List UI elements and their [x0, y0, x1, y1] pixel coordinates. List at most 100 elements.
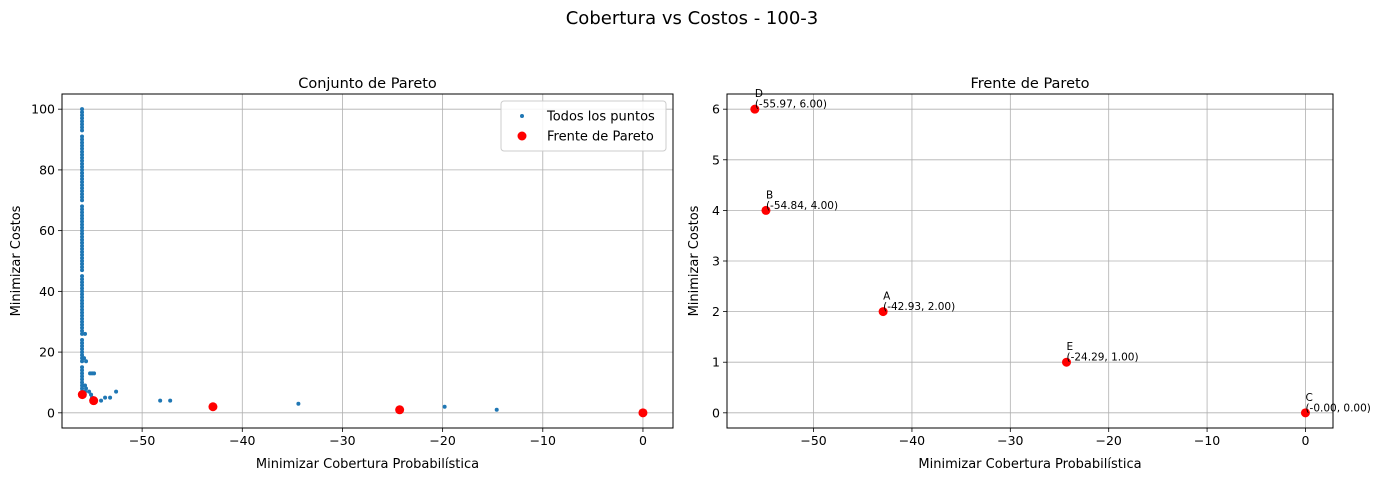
scatter-point — [80, 219, 85, 224]
scatter-point — [80, 295, 85, 300]
y-tick-label: 6 — [712, 102, 720, 117]
scatter-point — [80, 107, 85, 112]
scatter-point — [80, 228, 85, 233]
scatter-point — [80, 337, 85, 342]
point-coord-label: (-0.00, 0.00) — [1305, 402, 1370, 414]
y-tick-label: 80 — [39, 162, 55, 177]
scatter-point — [80, 207, 85, 212]
scatter-point — [80, 383, 85, 388]
scatter-point — [80, 183, 85, 188]
scatter-point — [80, 158, 85, 163]
x-tick-label: −50 — [129, 433, 155, 448]
scatter-point — [80, 204, 85, 209]
scatter-point — [80, 143, 85, 148]
y-tick-label: 0 — [47, 405, 55, 420]
pareto-point — [89, 396, 99, 406]
pareto-point — [638, 408, 648, 418]
scatter-point — [442, 404, 447, 409]
x-tick-label: −50 — [800, 433, 826, 448]
scatter-point — [80, 164, 85, 169]
scatter-point — [99, 398, 104, 403]
chart-title: Frente de Pareto — [970, 76, 1089, 92]
pareto-point — [1300, 408, 1310, 418]
scatter-point — [80, 161, 85, 166]
pareto-point — [1061, 357, 1071, 367]
pareto-point — [395, 405, 405, 415]
point-letter-label: C — [1305, 392, 1312, 404]
scatter-point — [80, 386, 85, 391]
marks — [77, 107, 648, 418]
scatter-point — [80, 149, 85, 154]
legend-label-todos-los-puntos: Todos los puntos — [546, 110, 655, 125]
scatter-point — [80, 240, 85, 245]
point-coord-label: (-24.29, 1.00) — [1066, 352, 1138, 364]
scatter-point — [80, 146, 85, 151]
scatter-point — [80, 322, 85, 327]
scatter-point — [80, 301, 85, 306]
scatter-point — [80, 249, 85, 254]
x-tick-label: −30 — [329, 433, 355, 448]
scatter-point — [80, 128, 85, 133]
x-tick-label: −20 — [429, 433, 455, 448]
scatter-point — [80, 216, 85, 221]
scatter-point — [80, 192, 85, 197]
scatter-point — [80, 189, 85, 194]
scatter-point — [83, 383, 88, 388]
pareto-point — [750, 104, 760, 114]
scatter-point — [80, 347, 85, 352]
point-letter-label: A — [883, 291, 891, 303]
scatter-point — [80, 237, 85, 242]
scatter-point — [92, 371, 97, 376]
scatter-point — [80, 155, 85, 160]
scatter-point — [296, 401, 301, 406]
scatter-point — [80, 274, 85, 279]
pareto-point — [77, 390, 87, 400]
scatter-point — [80, 280, 85, 285]
scatter-point — [80, 380, 85, 385]
scatter-point — [80, 331, 85, 336]
x-axis-label: Minimizar Cobertura Probabilística — [918, 457, 1141, 472]
scatter-point — [80, 113, 85, 118]
scatter-point — [80, 262, 85, 267]
y-tick-label: 4 — [712, 203, 720, 218]
point-letter-label: E — [1066, 341, 1073, 353]
scatter-point — [80, 255, 85, 260]
scatter-point — [108, 395, 113, 400]
scatter-point — [80, 170, 85, 175]
point-coord-label: (-42.93, 2.00) — [883, 301, 955, 313]
scatter-point — [168, 398, 173, 403]
scatter-point — [80, 298, 85, 303]
y-tick-label: 5 — [712, 152, 720, 167]
legend: Todos los puntos Frente de Pareto — [500, 100, 667, 152]
chart-frente-de-pareto: Frente de Pareto A(-42.93, 2.00) B(-54.84… — [687, 76, 1371, 472]
scatter-point — [80, 195, 85, 200]
scatter-point — [80, 289, 85, 294]
point-coord-label: (-54.84, 4.00) — [766, 200, 838, 212]
scatter-point — [80, 210, 85, 215]
scatter-point — [80, 340, 85, 345]
scatter-point — [80, 180, 85, 185]
scatter-point — [80, 307, 85, 312]
scatter-point — [83, 331, 88, 336]
scatter-point — [80, 265, 85, 270]
ticks: −50 −40 −30 −20 −10 0 0 20 40 60 80 100 — [31, 102, 647, 448]
y-tick-label: 100 — [31, 102, 55, 117]
scatter-point — [80, 246, 85, 251]
scatter-point — [80, 177, 85, 182]
scatter-point — [80, 116, 85, 121]
y-axis-label: Minimizar Costos — [9, 205, 24, 316]
scatter-point — [80, 325, 85, 330]
y-tick-label: 1 — [712, 355, 720, 370]
scatter-point — [80, 310, 85, 315]
scatter-point — [80, 252, 85, 257]
x-tick-label: −10 — [530, 433, 556, 448]
y-tick-label: 2 — [712, 304, 720, 319]
scatter-point — [80, 353, 85, 358]
scatter-point — [80, 283, 85, 288]
scatter-point — [80, 374, 85, 379]
figure-suptitle: Cobertura vs Costos - 100-3 — [566, 8, 819, 29]
legend-marker-todos-los-puntos — [520, 114, 524, 118]
scatter-point — [80, 186, 85, 191]
scatter-point — [80, 234, 85, 239]
